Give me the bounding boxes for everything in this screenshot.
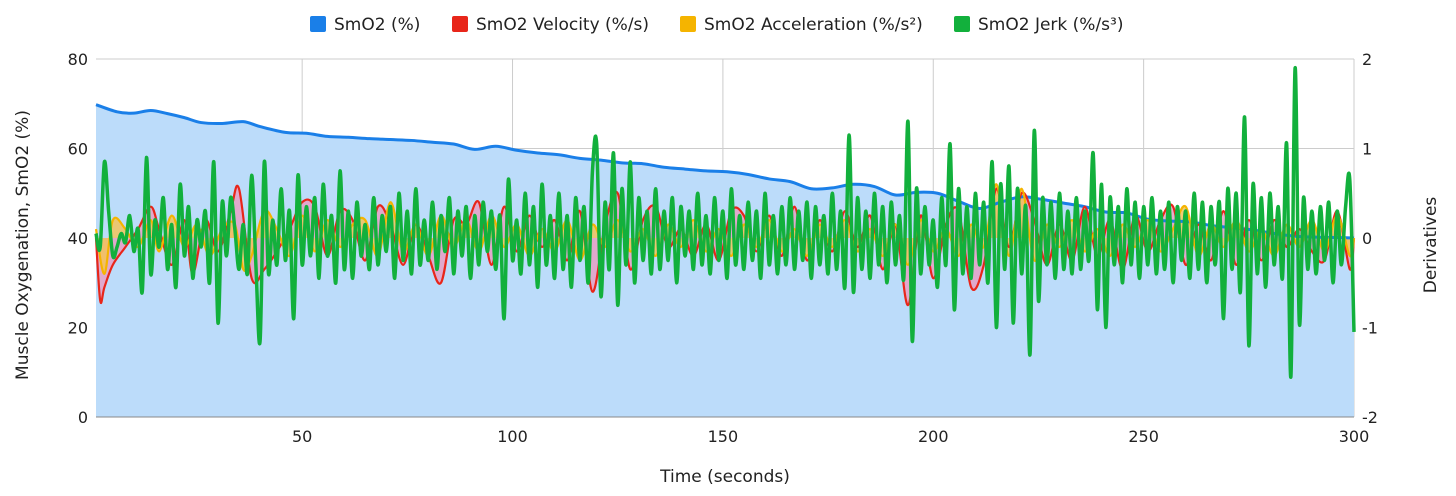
y-left-tick-label: 20 [68,319,88,338]
y-left-tick-label: 60 [68,140,88,159]
y-right-tick-label: -2 [1362,408,1378,427]
x-tick-label: 300 [1339,427,1370,446]
legend-label: SmO2 (%) [334,15,420,35]
legend-swatch [452,16,468,32]
x-tick-label: 250 [1128,427,1159,446]
legend-item[interactable]: SmO2 Acceleration (%/s²) [680,15,923,35]
y-right-tick-label: -1 [1362,319,1378,338]
legend-swatch [310,16,326,32]
y-left-tick-label: 80 [68,50,88,69]
series-lines [94,66,1356,379]
x-tick-label: 200 [918,427,949,446]
legend-label: SmO2 Acceleration (%/s²) [704,15,923,35]
x-tick-label: 150 [708,427,739,446]
legend-label: SmO2 Jerk (%/s³) [978,15,1123,35]
y-right-tick-label: 0 [1362,229,1372,248]
legend-item[interactable]: SmO2 Velocity (%/s) [452,15,649,35]
legend-item[interactable]: SmO2 (%) [310,15,420,35]
series-3-line [94,66,1356,379]
y-axis-right-title: Derivatives [1421,197,1441,294]
y-right-tick-label: 2 [1362,50,1372,69]
legend-swatch [680,16,696,32]
legend-swatch [954,16,970,32]
y-right-tick-label: 1 [1362,140,1372,159]
y-left-tick-label: 0 [78,408,88,427]
x-tick-label: 100 [497,427,528,446]
y-left-tick-label: 40 [68,229,88,248]
x-axis-title: Time (seconds) [659,467,790,487]
legend-item[interactable]: SmO2 Jerk (%/s³) [954,15,1123,35]
legend-label: SmO2 Velocity (%/s) [476,15,649,35]
x-tick-label: 50 [292,427,312,446]
legend: SmO2 (%) SmO2 Velocity (%/s) SmO2 Accelera… [310,15,1123,35]
y-axis-left-title: Muscle Oxygenation, SmO2 (%) [13,110,33,380]
